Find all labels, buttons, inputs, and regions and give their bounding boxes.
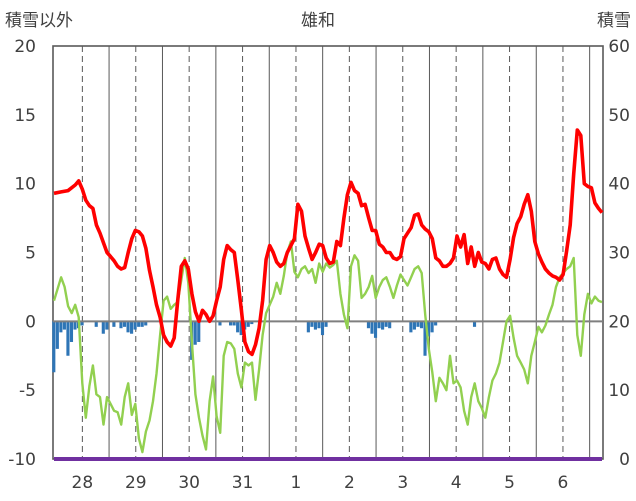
x-day-label: 28 [72,473,94,493]
right-y-tick-label: 0 [619,450,630,470]
precip-bar [73,321,77,330]
precip-bar [122,321,127,327]
precip-bar [409,321,413,333]
precip-bar [55,321,59,349]
precip-bar [62,321,66,330]
precip-bar [66,321,70,356]
left-y-tick-label: 5 [25,244,36,264]
precip-bar [366,321,371,329]
precip-bar [317,321,321,329]
x-day-label: 6 [558,473,569,493]
precip-bar [229,321,233,326]
right-y-tick-label: 50 [608,106,630,126]
precip-bar [133,321,137,330]
precip-bar [381,321,385,330]
right-y-tick-label: 40 [608,175,630,195]
precip-bar [310,321,314,327]
precip-bar [193,321,197,345]
temperature-line [53,128,604,357]
x-day-label: 4 [451,473,462,493]
precip-bar [370,321,374,334]
precip-bar [105,321,109,330]
left-y-tick-label: 15 [14,106,36,126]
x-day-label: 31 [232,473,254,493]
x-day-label: 29 [125,473,147,493]
left-y-tick-label: 0 [25,312,36,332]
temperature-series [53,128,604,357]
precip-bar [52,321,56,373]
precip-bar [137,321,141,327]
left-y-axis-ticks: 20 15 10 5 0 -5 -10 [8,37,36,470]
precip-bar [426,321,431,337]
left-y-tick-label: -5 [19,381,36,401]
right-y-tick-label: 10 [608,381,630,401]
precip-bar [320,321,325,336]
left-y-tick-label: 20 [14,37,36,57]
precip-bar [434,321,438,326]
x-day-label: 1 [291,473,302,493]
left-y-tick-label: 10 [14,175,36,195]
precip-bar [130,321,134,334]
precip-bar [218,321,222,326]
precip-bar [69,321,74,342]
x-day-label: 3 [397,473,408,493]
x-day-label: 2 [344,473,355,493]
precip-bar [377,321,381,329]
precip-bar [472,321,477,327]
left-y-tick-label: -10 [8,450,36,470]
precip-bar [197,321,201,342]
left-axis-label: 積雪以外 [5,11,73,31]
precip-bar [416,321,420,327]
green-line [52,240,603,454]
precip-bar [80,321,84,326]
precip-bar [236,321,240,333]
right-y-tick-label: 20 [608,312,630,332]
x-day-label: 5 [504,473,515,493]
precip-bar [324,321,328,327]
precip-bar [94,321,98,327]
chart-title: 雄和 [301,11,335,31]
precip-bar [419,321,424,329]
precip-bar [430,321,434,333]
right-y-tick-label: 30 [608,244,630,264]
precip-bar [126,321,130,333]
precip-bar [246,321,250,327]
precip-bar [101,321,105,334]
precip-bar [388,321,392,329]
precip-bar [112,321,116,327]
right-y-axis-ticks: 60 50 40 30 20 10 0 [608,37,630,470]
precip-bar [239,321,243,336]
precip-bar [313,321,317,330]
precip-bar [144,321,148,326]
x-axis-day-labels: 28 29 30 31 1 2 3 4 5 6 [72,473,569,493]
x-day-label: 30 [178,473,200,493]
green-series [52,240,603,454]
precip-bar [119,321,123,329]
precip-bar [412,321,416,330]
right-axis-label: 積雪 [597,11,631,31]
precip-bar [232,321,236,326]
precip-bar [373,321,378,338]
precip-bar [306,321,310,333]
precip-bar [384,321,388,327]
precip-bar [423,321,427,356]
precip-bar [250,321,254,325]
right-y-tick-label: 60 [608,37,630,57]
precip-bar [140,321,144,327]
precip-bar [59,321,63,333]
